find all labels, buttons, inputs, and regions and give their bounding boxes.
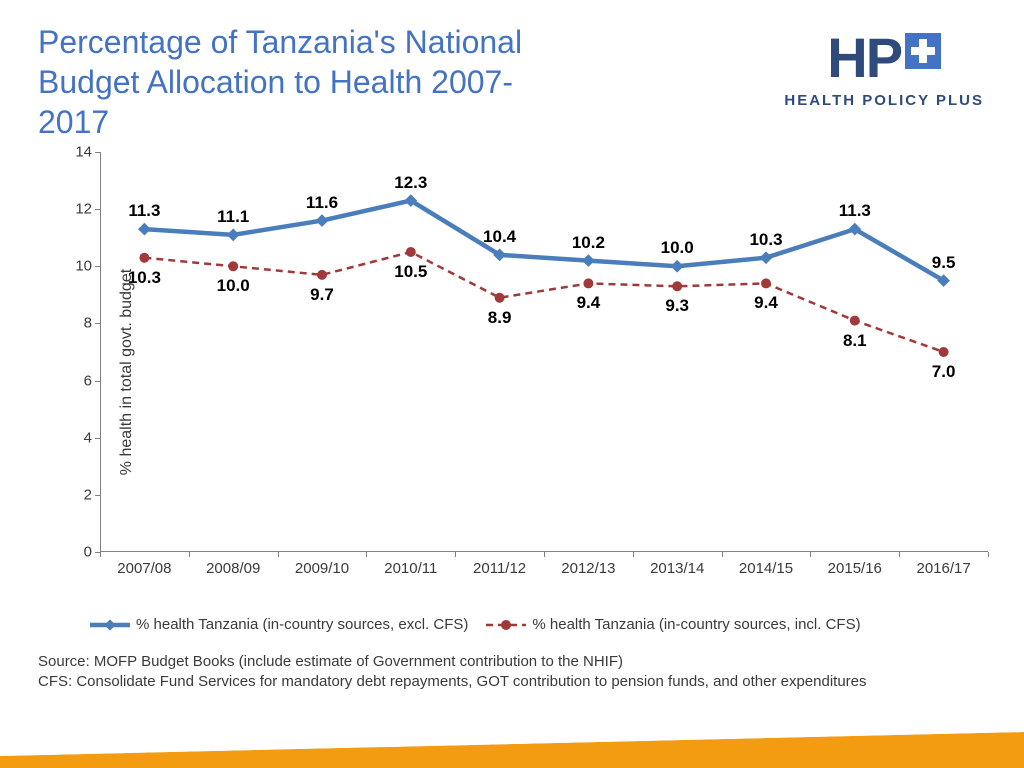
data-label: 12.3 — [394, 173, 427, 193]
source-note: Source: MOFP Budget Books (include estim… — [38, 652, 988, 693]
data-label: 9.4 — [754, 293, 778, 313]
x-tick-label: 2012/13 — [561, 560, 615, 577]
y-tick-label: 2 — [84, 486, 92, 503]
source-line-1: Source: MOFP Budget Books (include estim… — [38, 652, 988, 672]
legend-swatch-2 — [486, 617, 526, 633]
chart-title: Percentage of Tanzania's National Budget… — [38, 22, 558, 142]
data-label: 11.3 — [839, 201, 871, 221]
data-label: 11.3 — [128, 201, 160, 221]
y-tick-label: 8 — [84, 315, 92, 332]
data-label: 10.3 — [128, 268, 161, 288]
data-label: 10.5 — [394, 262, 427, 282]
logo-subtitle: HEALTH POLICY PLUS — [784, 92, 984, 109]
x-tick-label: 2009/10 — [295, 560, 349, 577]
legend-label-1: % health Tanzania (in-country sources, e… — [136, 616, 468, 633]
logo-text: HP — [784, 30, 984, 86]
data-label: 9.3 — [665, 296, 689, 316]
data-label: 8.9 — [488, 308, 512, 328]
legend-item-excl-cfs: % health Tanzania (in-country sources, e… — [90, 616, 468, 633]
x-tick-label: 2013/14 — [650, 560, 704, 577]
x-tick-label: 2015/16 — [828, 560, 882, 577]
x-tick-label: 2014/15 — [739, 560, 793, 577]
data-label: 7.0 — [932, 362, 956, 382]
footer-decoration — [0, 728, 1024, 768]
plot-area: 024681012142007/082008/092009/102010/112… — [100, 152, 988, 552]
plus-icon — [905, 33, 941, 69]
x-tick-label: 2007/08 — [117, 560, 171, 577]
y-tick-label: 4 — [84, 429, 92, 446]
data-label: 10.0 — [661, 238, 694, 258]
x-tick-label: 2011/12 — [473, 560, 526, 577]
data-label: 10.4 — [483, 227, 516, 247]
source-line-2: CFS: Consolidate Fund Services for manda… — [38, 672, 988, 692]
data-label: 9.7 — [310, 285, 334, 305]
data-label: 10.2 — [572, 233, 605, 253]
legend-swatch-1 — [90, 617, 130, 633]
legend: % health Tanzania (in-country sources, e… — [90, 616, 990, 633]
x-tick-label: 2008/09 — [206, 560, 260, 577]
data-label: 10.0 — [217, 276, 250, 296]
y-tick-label: 12 — [75, 201, 92, 218]
y-tick-label: 0 — [84, 544, 92, 561]
x-tick-label: 2016/17 — [916, 560, 970, 577]
legend-label-2: % health Tanzania (in-country sources, i… — [532, 616, 860, 633]
data-label: 9.5 — [932, 253, 956, 273]
y-tick-label: 6 — [84, 372, 92, 389]
data-label: 8.1 — [843, 331, 867, 351]
hp-plus-logo: HP HEALTH POLICY PLUS — [784, 30, 984, 109]
y-tick-label: 10 — [75, 258, 92, 275]
x-tick-label: 2010/11 — [384, 560, 437, 577]
data-label: 10.3 — [749, 230, 782, 250]
data-label: 11.1 — [217, 207, 249, 227]
y-tick-label: 14 — [75, 144, 92, 161]
data-label: 11.6 — [306, 193, 338, 213]
chart-container: % health in total govt. budget 024681012… — [38, 152, 998, 592]
legend-item-incl-cfs: % health Tanzania (in-country sources, i… — [486, 616, 860, 633]
data-label: 9.4 — [577, 293, 601, 313]
